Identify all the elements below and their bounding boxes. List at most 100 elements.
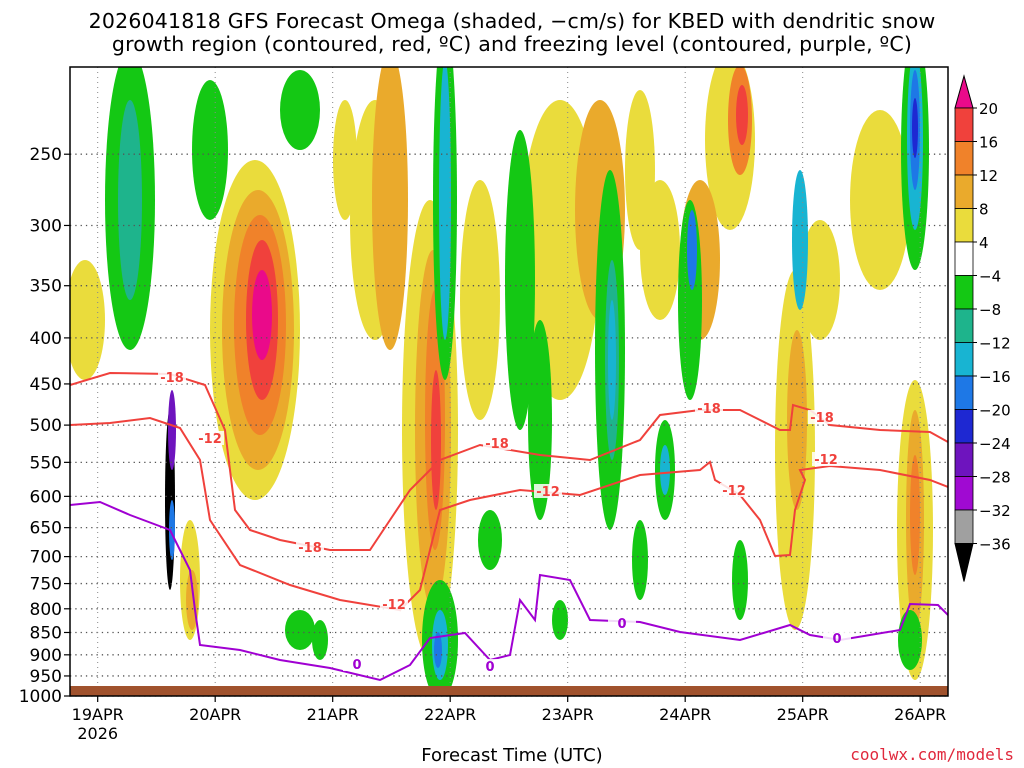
contour-label-minus12-bg (534, 484, 562, 498)
omega-blob (285, 610, 315, 650)
y-tick-label: 650 (30, 519, 62, 539)
x-tick-label: 25APR (777, 705, 829, 724)
x-tick-label: 19APR (72, 705, 124, 724)
contour-label-zero: 0 (832, 632, 841, 647)
grid-lines (70, 67, 948, 697)
omega-blob (687, 210, 697, 290)
colorbar-segment (954, 375, 974, 410)
y-tick-label: 350 (30, 277, 62, 297)
x-tick-label: 21APR (307, 705, 359, 724)
contour-label-minus12: -12 (382, 598, 406, 613)
omega-blob (280, 70, 320, 150)
omega-blob (192, 80, 228, 220)
colorbar-tick-label: −12 (979, 335, 1011, 353)
omega-blob (431, 370, 441, 510)
x-tick-label: 22APR (424, 705, 476, 724)
omega-blob (850, 110, 910, 290)
omega-blob (787, 330, 807, 510)
omega-blob (792, 170, 808, 310)
contour-label-minus12-bg (720, 483, 748, 497)
contour-label-minus18-bg (483, 436, 511, 450)
omega-blob (478, 510, 502, 570)
omega-blob (608, 300, 616, 420)
contour-label-zero-bg (343, 657, 371, 671)
contour-label-minus18-bg (808, 410, 836, 424)
y-tick-label: 250 (30, 145, 62, 165)
omega-blob (372, 67, 408, 350)
y-tick-label: 800 (30, 600, 62, 620)
colorbar-segment (954, 342, 974, 377)
omega-blob (168, 390, 176, 470)
colorbar-tick-label: −24 (979, 435, 1011, 453)
y-tick-label: 550 (30, 453, 62, 473)
contour-label-minus12-bg (196, 431, 224, 445)
contour-label-minus12-bg (812, 452, 840, 466)
colorbar-segment (954, 241, 974, 276)
x-tick-label: 23APR (542, 705, 594, 724)
colorbar-tick-label: −28 (979, 469, 1011, 487)
colorbar-tick-label: −4 (979, 268, 1001, 286)
colorbar-tick-label: 16 (979, 134, 998, 152)
contour-label-minus12: -12 (536, 485, 560, 500)
contour-minus12 (70, 416, 948, 612)
y-tick-label: 450 (30, 375, 62, 395)
colorbar-tick-label: −16 (979, 368, 1011, 386)
contour-label-zero: 0 (352, 658, 361, 673)
colorbar-top-arrow (954, 74, 974, 109)
plot-frame (69, 66, 949, 697)
colorbar-tick-label: 20 (979, 100, 998, 118)
omega-blob (333, 100, 357, 220)
colorbar-segment (954, 409, 974, 444)
colorbar-tick-label: 4 (979, 234, 989, 252)
colorbar-tick-label: −36 (979, 536, 1011, 554)
x-tick-label: 24APR (659, 705, 711, 724)
omega-blob (898, 610, 922, 670)
contour-label-zero-bg (608, 616, 636, 630)
omega-blob (736, 85, 748, 145)
contour-label-zero-bg (823, 631, 851, 645)
y-tick-label: 300 (30, 216, 62, 236)
y-tick-label: 700 (30, 548, 62, 568)
watermark: coolwx.com/models (850, 745, 1014, 764)
contour-zero (70, 500, 948, 682)
contour-lines (70, 371, 948, 682)
omega-blob (632, 520, 648, 600)
contour-label-minus12: -12 (198, 432, 222, 447)
contour-label-minus18: -18 (298, 541, 322, 556)
colorbar-segment (954, 141, 974, 176)
omega-blob (312, 620, 328, 660)
contour-label-minus18-bg (296, 540, 324, 554)
omega-blob (460, 180, 500, 420)
contour-label-zero: 0 (617, 617, 626, 632)
x-year-label: 2026 (77, 724, 118, 743)
colorbar-tick-label: 8 (979, 201, 989, 219)
omega-blob (505, 130, 535, 430)
y-tick-label: 500 (30, 416, 62, 436)
omega-blob (252, 270, 272, 360)
colorbar-segment (954, 107, 974, 142)
chart-title-line1: 2026041818 GFS Forecast Omega (shaded, −… (88, 9, 936, 33)
omega-blob (169, 500, 175, 560)
colorbar-segment (954, 208, 974, 243)
y-tick-label: 1000 (19, 687, 62, 707)
y-tick-label: 750 (30, 575, 62, 595)
contour-label-minus18: -18 (697, 402, 721, 417)
omega-blob (70, 260, 105, 380)
omega-blob (910, 455, 920, 575)
contour-label-minus18: -18 (810, 411, 834, 426)
y-tick-label: 600 (30, 487, 62, 507)
contour-label-minus18-bg (158, 370, 186, 384)
y-tick-label: 850 (30, 623, 62, 643)
omega-blob (439, 67, 451, 340)
contour-label-minus12: -12 (722, 484, 746, 499)
colorbar-segment (954, 509, 974, 544)
colorbar-tick-label: −20 (979, 402, 1011, 420)
colorbar-segment (954, 275, 974, 310)
omega-blob (552, 600, 568, 640)
contour-label-minus18: -18 (160, 371, 184, 386)
omega-blob (800, 220, 840, 340)
y-tick-label: 950 (30, 667, 62, 687)
x-tick-label: 26APR (894, 705, 946, 724)
omega-shading (70, 67, 933, 696)
